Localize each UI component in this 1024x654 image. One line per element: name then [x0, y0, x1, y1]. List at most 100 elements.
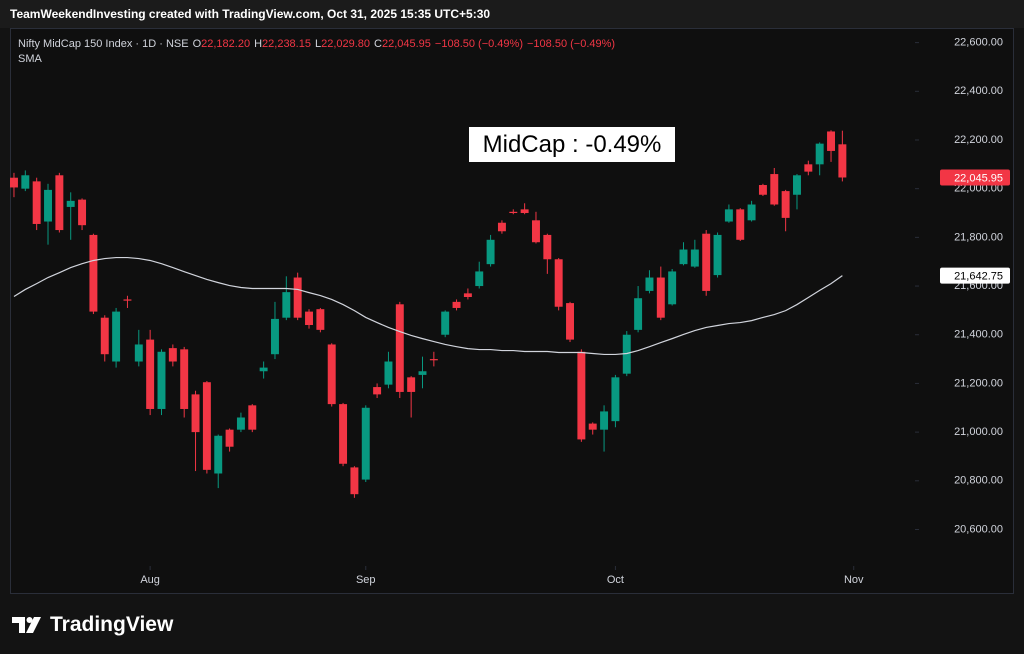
y-tick-label: 21,000.00	[954, 426, 1003, 438]
candle-body	[656, 277, 665, 318]
candle-body	[134, 344, 143, 362]
candle-body	[100, 317, 109, 355]
candle-body	[838, 144, 847, 178]
candle-body	[293, 277, 302, 318]
candle-body	[168, 348, 177, 362]
candle-body	[793, 175, 801, 195]
candle-body	[441, 311, 450, 335]
candle-body	[395, 304, 404, 392]
candle-body	[236, 417, 245, 430]
candle-body	[532, 220, 540, 243]
x-tick-label: Oct	[607, 574, 624, 586]
candle-body	[520, 209, 529, 214]
candle-body	[804, 164, 813, 172]
candle-body	[497, 222, 506, 232]
candle-body	[463, 293, 472, 297]
y-tick-label: 20,600.00	[954, 523, 1003, 535]
candle-body	[690, 249, 699, 267]
brand: TradingView	[50, 613, 174, 636]
candle-body	[89, 234, 98, 312]
candle-body	[21, 175, 30, 189]
y-tick-label: 22,400.00	[954, 85, 1003, 97]
candle-body	[566, 303, 574, 340]
candle-body	[248, 405, 257, 430]
sma-line	[13, 256, 843, 356]
ohlc-value: 22,238.15	[262, 38, 311, 50]
candle-body	[509, 211, 518, 214]
candle-body	[214, 435, 223, 474]
change-label: −108.50 (−0.49%)	[527, 38, 616, 50]
logo	[12, 617, 41, 633]
ohlc-item: C22,045.95	[374, 37, 431, 52]
candle-body	[191, 394, 200, 433]
footer: TradingView	[12, 612, 173, 638]
ohlc-key: L	[314, 38, 322, 50]
x-tick-label: Nov	[844, 574, 864, 586]
y-tick-label: 22,200.00	[954, 134, 1003, 146]
ohlc-key: C	[374, 38, 382, 50]
candle-body	[634, 298, 643, 330]
ohlc-value: 22,045.95	[381, 38, 431, 50]
candle-body	[429, 359, 438, 361]
candle-body	[225, 429, 234, 447]
candle-body	[157, 351, 166, 409]
candle-body	[543, 234, 552, 260]
candle-body	[271, 318, 279, 355]
candle-body	[44, 189, 52, 222]
annotation: MidCap : -0.49%	[469, 127, 675, 162]
candle-body	[316, 309, 325, 330]
candle-body	[350, 467, 359, 495]
candle-body	[724, 209, 733, 222]
legend-row: Nifty MidCap 150 Index · 1D · NSE O22,18…	[18, 37, 615, 52]
candle-body	[123, 299, 132, 301]
indicator-label: SMA	[18, 53, 42, 65]
candle-body	[418, 371, 427, 375]
candle-body	[327, 344, 336, 405]
candle-body	[611, 377, 620, 422]
candle-body	[339, 404, 348, 464]
candle-body	[10, 177, 18, 188]
candle-body	[475, 271, 484, 287]
logo-shape	[26, 617, 41, 633]
candle-body	[55, 175, 64, 231]
candle-body	[758, 185, 767, 195]
change-label: −108.50 (−0.49%)	[434, 38, 523, 50]
candle-body	[747, 204, 756, 221]
logo-dot	[26, 617, 33, 623]
y-tick-label: 22,600.00	[954, 37, 1003, 49]
candle-body	[622, 334, 631, 374]
ohlc-value: 22,182.20	[201, 38, 251, 50]
candle-body	[600, 411, 609, 430]
candle-body	[202, 382, 211, 470]
x-tick-label: Sep	[356, 574, 376, 586]
candle-body	[384, 361, 393, 385]
candle-body	[66, 200, 75, 207]
y-tick-label: 20,800.00	[954, 475, 1003, 487]
candle-body	[112, 311, 121, 362]
plot-area	[10, 130, 847, 498]
candle-body	[713, 234, 722, 276]
candle-body	[781, 191, 790, 218]
candle-body	[282, 292, 291, 318]
legend: Nifty MidCap 150 Index · 1D · NSE O22,18…	[18, 37, 615, 67]
ohlc-item: O22,182.20	[193, 37, 251, 52]
price-tag	[940, 169, 1010, 186]
candle-body	[486, 239, 495, 265]
chart-frame	[10, 28, 1014, 594]
candle-body	[259, 367, 268, 372]
price-tag-label: 21,642.75	[954, 271, 1003, 283]
logo-shape	[12, 617, 25, 633]
candle-body	[770, 174, 779, 205]
candle-body	[588, 423, 597, 430]
candle-body	[827, 131, 835, 151]
price-tag-label: 22,045.95	[954, 172, 1003, 184]
candle-body	[452, 301, 461, 308]
ohlc-item: L22,029.80	[315, 37, 370, 52]
x-tick-label: Aug	[140, 574, 160, 586]
ohlc-key: O	[192, 38, 202, 50]
candle-body	[361, 407, 370, 480]
candle-body	[180, 349, 189, 409]
candle-body	[815, 143, 824, 165]
y-tick-label: 21,800.00	[954, 231, 1003, 243]
ohlc-value: 22,029.80	[321, 38, 371, 50]
